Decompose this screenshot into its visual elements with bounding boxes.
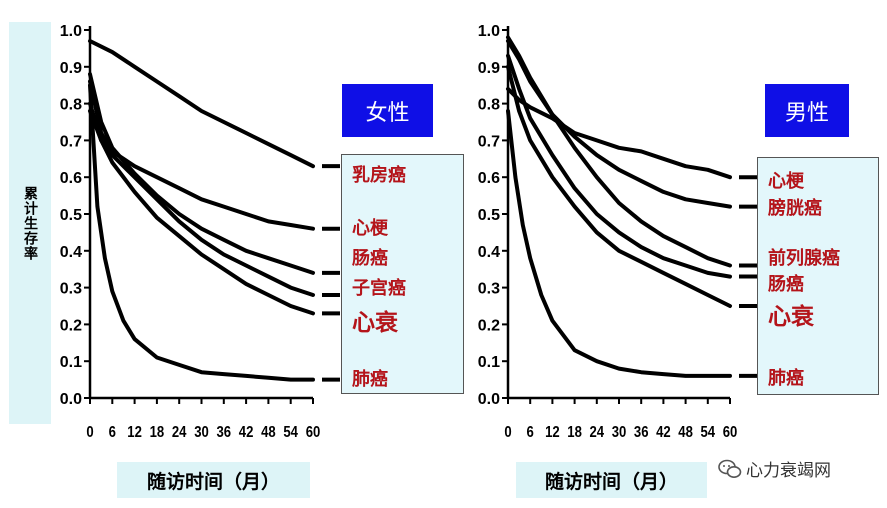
male-series-line-4 (506, 64, 732, 308)
female-x-tick-label: 48 (261, 424, 276, 441)
female-legend-heart-failure: 心衰 (352, 309, 398, 336)
male-y-tick-label: 0.2 (478, 317, 500, 334)
male-legend-mi: 心梗 (768, 171, 804, 192)
male-x-axis-title: 随访时间（月） (516, 462, 707, 498)
male-series-line-5 (506, 109, 732, 378)
male-legend-colon-cancer: 肠癌 (768, 274, 804, 295)
male-x-tick-label: 48 (678, 424, 693, 441)
male-y-tick-label: 0.9 (478, 60, 500, 77)
female-y-tick-label: 0.7 (60, 133, 82, 150)
female-x-tick-label: 24 (172, 424, 187, 441)
male-legend: 心梗 膀胱癌 前列腺癌 肠癌 心衰 肺癌 (757, 157, 879, 395)
female-series-line-3 (88, 109, 315, 297)
male-series-line-2 (506, 35, 732, 268)
male-y-tick-label: 1.0 (478, 23, 500, 40)
female-x-tick-label: 54 (283, 424, 298, 441)
male-series-line-1 (506, 39, 732, 209)
female-y-tick-label: 0.4 (60, 244, 82, 261)
male-y-tick-label: 0.8 (478, 97, 500, 114)
watermark-text: 心力衰竭网 (746, 461, 831, 481)
female-series-line-2 (88, 72, 315, 275)
male-y-tick-label: 0.1 (478, 354, 500, 371)
female-y-tick-label: 0.5 (60, 207, 82, 224)
female-y-tick-label: 0.6 (60, 170, 82, 187)
female-x-tick-label: 12 (127, 424, 142, 441)
female-x-tick-label: 30 (194, 424, 209, 441)
y-axis-title: 累计生存率 (22, 185, 38, 261)
female-legend-lung-cancer: 肺癌 (352, 369, 388, 390)
male-x-tick-label: 6 (527, 424, 534, 441)
y-axis-title-box: 累计生存率 (9, 22, 51, 424)
female-y-tick-label: 0.2 (60, 317, 82, 334)
female-chart-title: 女性 (342, 84, 433, 137)
male-chart-title: 男性 (765, 84, 849, 137)
watermark: 心力衰竭网 (718, 456, 831, 481)
female-y-tick-label: 0.1 (60, 354, 82, 371)
male-chart: 0.0 0.1 0.2 0.3 0.4 0.5 0.6 0.7 0.8 0.9 1.0 0 6 12 18 2… (478, 23, 757, 441)
female-x-tick-label: 42 (239, 424, 254, 441)
male-x-tick-label: 30 (612, 424, 627, 441)
female-x-tick-label: 0 (86, 424, 93, 441)
female-legend-colon-cancer: 肠癌 (352, 248, 388, 269)
male-y-tick-label: 0.0 (478, 391, 500, 408)
male-legend-lung-cancer: 肺癌 (768, 368, 804, 389)
female-y-tick-label: 0.8 (60, 97, 82, 114)
male-legend-bladder-cancer: 膀胱癌 (768, 198, 822, 219)
male-y-tick-label: 0.6 (478, 170, 500, 187)
male-x-tick-label: 60 (723, 424, 738, 441)
male-legend-prostate-cancer: 前列腺癌 (768, 248, 840, 269)
female-series-line-5 (88, 83, 315, 382)
male-x-tick-label: 36 (634, 424, 649, 441)
male-series-line-3 (506, 53, 732, 279)
female-x-tick-label: 60 (306, 424, 321, 441)
male-legend-heart-failure: 心衰 (768, 303, 814, 330)
male-x-tick-label: 42 (656, 424, 671, 441)
female-y-tick-label: 1.0 (60, 23, 82, 40)
male-x-tick-label: 12 (545, 424, 560, 441)
female-series-line-1 (88, 79, 315, 231)
female-y-tick-label: 0.3 (60, 281, 82, 298)
female-series-line-0 (88, 39, 315, 169)
female-legend-breast-cancer: 乳房癌 (352, 165, 406, 186)
male-y-tick-label: 0.5 (478, 207, 500, 224)
male-x-tick-label: 24 (590, 424, 605, 441)
male-series-line-0 (506, 86, 732, 180)
male-x-tick-label: 18 (567, 424, 582, 441)
female-x-axis-title: 随访时间（月） (117, 462, 310, 498)
female-legend-uterine-cancer: 子宫癌 (352, 278, 406, 299)
female-y-tick-label: 0.9 (60, 60, 82, 77)
male-y-tick-label: 0.4 (478, 244, 500, 261)
male-y-tick-label: 0.7 (478, 133, 500, 150)
male-x-tick-label: 0 (504, 424, 511, 441)
male-y-tick-label: 0.3 (478, 281, 500, 298)
female-legend: 乳房癌 心梗 肠癌 子宫癌 心衰 肺癌 (341, 154, 464, 394)
female-x-tick-label: 6 (109, 424, 116, 441)
female-series-line-4 (88, 101, 315, 316)
wechat-icon (718, 459, 742, 478)
female-chart: 0.0 0.1 0.2 0.3 0.4 0.5 0.6 0.7 0.8 0.9 1.0 0 6 12 18 2… (60, 23, 340, 441)
female-legend-mi: 心梗 (352, 218, 388, 239)
female-x-tick-label: 36 (217, 424, 232, 441)
female-y-tick-label: 0.0 (60, 391, 82, 408)
female-x-tick-label: 18 (150, 424, 165, 441)
male-x-tick-label: 54 (701, 424, 716, 441)
